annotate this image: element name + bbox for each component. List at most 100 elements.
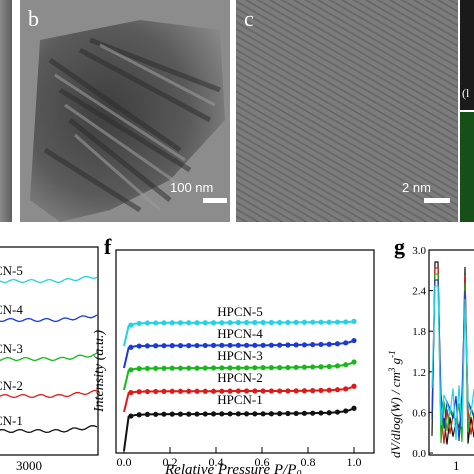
chart-point bbox=[235, 342, 241, 348]
chart-series-label: HPCN-2 bbox=[217, 370, 263, 385]
chart-point bbox=[285, 319, 291, 326]
chart-point bbox=[227, 365, 233, 371]
chart-point bbox=[277, 319, 283, 326]
chart-point bbox=[343, 340, 349, 346]
scale-bar-c bbox=[424, 198, 450, 203]
chart-point bbox=[310, 388, 316, 394]
scale-text-c: 2 nm bbox=[402, 180, 431, 195]
chart-point bbox=[243, 365, 250, 371]
chart-point bbox=[293, 342, 299, 348]
chart-point bbox=[136, 366, 142, 372]
panel-e: CN-5 CN-4 CN-3 CN-2 CN-1 3000 bbox=[0, 246, 99, 473]
chart-point bbox=[210, 388, 217, 394]
panel-g-ytick: 2.4 bbox=[412, 286, 426, 298]
chart-point bbox=[177, 320, 184, 326]
chart-point bbox=[293, 319, 299, 325]
panel-e-label: CN-2 bbox=[0, 378, 23, 393]
chart-point bbox=[326, 387, 332, 393]
chart-point bbox=[153, 411, 159, 417]
tem-image-b bbox=[20, 0, 230, 222]
panel-e-label: CN-1 bbox=[0, 413, 23, 428]
chart-point bbox=[161, 388, 167, 394]
chart-point bbox=[235, 365, 241, 371]
chart-series-label: HPCN-5 bbox=[217, 304, 263, 319]
chart-point bbox=[318, 410, 324, 416]
chart-point bbox=[268, 388, 274, 394]
tem-panel-b: b 100 nm bbox=[20, 0, 230, 222]
chart-x-tick-label: 1.0 bbox=[347, 455, 362, 469]
chart-point bbox=[194, 388, 200, 394]
chart-point bbox=[186, 320, 192, 326]
chart-point bbox=[326, 341, 332, 347]
chart-point bbox=[227, 388, 233, 394]
chart-point bbox=[136, 412, 142, 418]
chart-point bbox=[210, 411, 217, 417]
chart-point bbox=[343, 319, 349, 325]
panel-g-ytick: 0.0 bbox=[412, 448, 426, 460]
chart-point bbox=[202, 411, 208, 417]
panel-g-line bbox=[431, 285, 474, 441]
chart-point bbox=[210, 342, 217, 348]
panel-g-label: g bbox=[394, 234, 405, 259]
chart-series-label: HPCN-1 bbox=[217, 392, 263, 407]
chart-point bbox=[310, 319, 316, 325]
chart-y-axis-label: Intensity (a.u.) bbox=[92, 330, 107, 413]
chart-point bbox=[326, 363, 332, 370]
chart-point bbox=[318, 364, 324, 370]
chart-x-tick-label: 0.4 bbox=[209, 455, 224, 469]
chart-point bbox=[334, 409, 341, 415]
panel-e-label: CN-4 bbox=[0, 302, 23, 317]
chart-series-label: HPCN-4 bbox=[217, 326, 263, 341]
chart-x-axis-label: Relative Pressure P/P0 bbox=[164, 462, 301, 474]
chart-point bbox=[334, 341, 341, 347]
chart-point bbox=[252, 388, 258, 394]
chart-series-label: HPCN-3 bbox=[217, 348, 263, 363]
chart-point bbox=[186, 411, 192, 417]
chart-point bbox=[219, 320, 225, 326]
panel-label-b: b bbox=[28, 6, 39, 31]
chart-point bbox=[260, 411, 266, 417]
chart-x-tick-label: 0.0 bbox=[117, 455, 132, 469]
chart-point bbox=[310, 342, 316, 348]
chart-panel-label: f bbox=[104, 234, 112, 259]
panel-g-ytick: 1.8 bbox=[412, 326, 426, 338]
chart-point bbox=[343, 408, 349, 414]
chart-point bbox=[318, 387, 324, 394]
panel-g-frame bbox=[428, 249, 474, 456]
chart-point bbox=[202, 342, 208, 349]
chart-point bbox=[219, 342, 225, 348]
chart-point bbox=[277, 411, 283, 417]
chart-point bbox=[202, 388, 208, 394]
bottom-plots: CN-5 CN-4 CN-3 CN-2 CN-1 3000 f 0.0 0.2 0.4 0.6… bbox=[0, 234, 474, 474]
panel-g-xtick: 1 bbox=[453, 458, 460, 473]
panel-e-xtick: 3000 bbox=[16, 458, 42, 473]
chart-point bbox=[351, 337, 357, 344]
chart-point bbox=[310, 410, 316, 416]
chart-point bbox=[161, 343, 167, 349]
chart-point bbox=[136, 389, 142, 395]
chart-point bbox=[177, 388, 184, 394]
scale-bar-b bbox=[203, 198, 227, 203]
chart-point bbox=[277, 342, 283, 348]
chart-point bbox=[285, 388, 291, 394]
chart-x-tick-label: 0.6 bbox=[255, 455, 270, 469]
chart-point bbox=[136, 320, 142, 327]
panel-f-chart: f 0.0 0.2 0.4 0.6 0.8 1.0 HPCN-5 HPCN-4 HPCN-3 H… bbox=[92, 234, 375, 474]
chart-point bbox=[194, 342, 200, 349]
chart-point bbox=[144, 320, 151, 326]
panel-label-d: (l bbox=[462, 86, 470, 100]
chart-point bbox=[202, 320, 208, 326]
chart-point bbox=[153, 343, 159, 349]
panel-g-ylabel: dV/dlog(W) / cm3 g-1 bbox=[387, 350, 403, 458]
chart-point bbox=[144, 365, 151, 372]
chart-point bbox=[301, 342, 308, 348]
panel-e-line bbox=[0, 425, 98, 434]
chart-point bbox=[219, 365, 225, 371]
chart-point bbox=[169, 411, 175, 417]
chart-point bbox=[235, 411, 241, 417]
chart-point bbox=[252, 365, 258, 371]
chart-point bbox=[169, 320, 175, 326]
panel-e-frame bbox=[0, 246, 99, 456]
chart-point bbox=[260, 319, 266, 326]
chart-point bbox=[334, 363, 341, 369]
